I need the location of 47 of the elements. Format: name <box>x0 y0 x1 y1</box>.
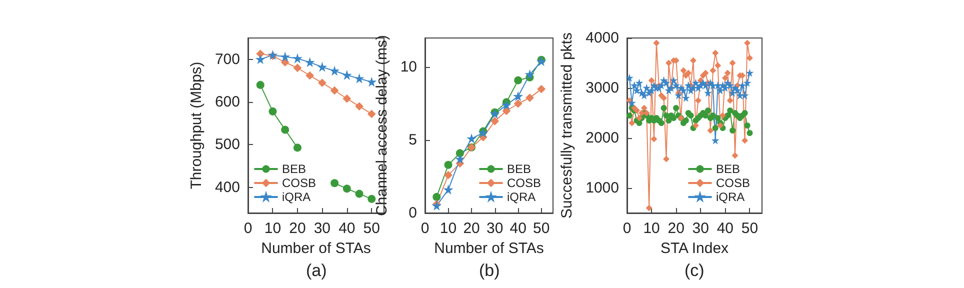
y-tick-label: 2000 <box>586 130 619 146</box>
legend-label: iQRA <box>282 190 311 204</box>
y-axis-title: Channel access delay (ms) <box>373 35 390 216</box>
text: (a) <box>306 261 327 280</box>
x-tick-label: 50 <box>363 220 380 237</box>
x-tick-label: 20 <box>289 220 306 237</box>
legend-label: COSB <box>282 176 316 190</box>
legend-label: COSB <box>507 176 542 190</box>
x-tick-label: 30 <box>314 220 331 237</box>
y-tick-label: 3000 <box>586 80 619 96</box>
x-tick-label: 40 <box>716 220 734 237</box>
x-tick-label: 20 <box>668 220 684 237</box>
x-tick-label: 40 <box>338 220 356 237</box>
text: (c) <box>684 261 704 280</box>
x-axis-title: Number of STAs <box>261 240 371 257</box>
legend-label: BEB <box>507 162 532 176</box>
legend-label: iQRA <box>507 190 536 204</box>
y-tick-label: 4000 <box>586 30 619 46</box>
x-tick-label: 0 <box>244 220 252 237</box>
legend-label: COSB <box>716 176 750 190</box>
y-tick-label: 700 <box>214 50 240 68</box>
legend-label: BEB <box>282 162 306 176</box>
y-tick-label: 500 <box>214 136 240 154</box>
y-axis-title: Throughput (Mbps) <box>188 62 206 190</box>
y-tick-label: 0 <box>408 204 417 222</box>
y-tick-label: 5 <box>408 132 417 149</box>
x-tick-label: 40 <box>510 220 526 237</box>
x-tick-label: 10 <box>264 220 282 237</box>
x-tick-label: 50 <box>533 220 550 237</box>
x-axis-title: STA Index <box>660 240 730 257</box>
x-tick-label: 50 <box>741 220 758 237</box>
text: (b) <box>479 261 500 280</box>
y-axis-title: Succesfully transmitted pkts <box>558 32 576 218</box>
x-tick-label: 0 <box>622 220 632 237</box>
y-tick-label: 400 <box>214 178 240 196</box>
x-tick-label: 0 <box>420 220 430 237</box>
y-tick-label: 10 <box>400 58 417 76</box>
x-tick-label: 30 <box>486 220 504 237</box>
x-tick-label: 10 <box>643 220 660 237</box>
y-tick-label: 1000 <box>586 180 619 196</box>
x-tick-label: 30 <box>692 220 709 237</box>
x-tick-label: 20 <box>463 220 480 237</box>
legend-label: iQRA <box>716 190 745 204</box>
y-tick-label: 600 <box>214 94 240 111</box>
legend-label: BEB <box>716 162 740 176</box>
x-axis-title: Number of STAs <box>434 240 544 257</box>
x-tick-label: 10 <box>440 220 457 237</box>
